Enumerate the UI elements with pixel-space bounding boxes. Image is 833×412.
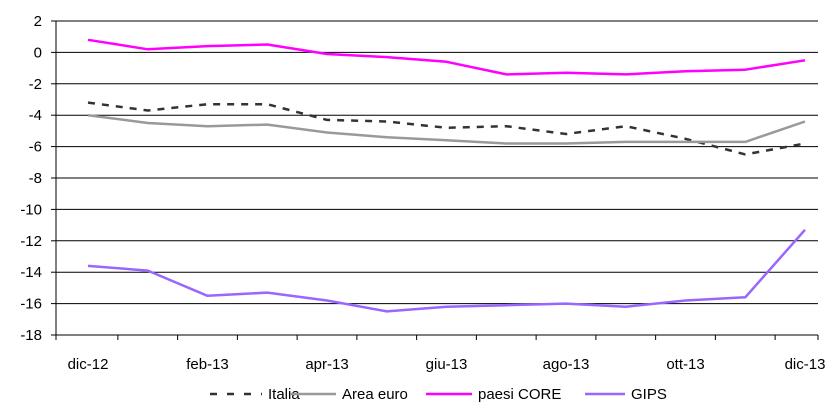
x-tick-label: giu-13 bbox=[426, 356, 468, 373]
series-line-italia bbox=[87, 101, 806, 156]
y-axis-ticks: 2 0 -2 -4 -6 -8 -10 -12 -14 -16 -18 bbox=[20, 13, 56, 344]
series-line-area-euro bbox=[87, 113, 806, 145]
x-tick-label: apr-13 bbox=[305, 356, 348, 373]
y-tick-label: 0 bbox=[34, 44, 42, 61]
legend-label: Italia bbox=[268, 386, 300, 403]
legend-item-area-euro: Area euro bbox=[290, 386, 408, 403]
y-tick-label: -14 bbox=[20, 264, 42, 281]
x-axis-ticks: dic-12 feb-13 apr-13 giu-13 ago-13 ott-13 dic-… bbox=[55, 335, 826, 373]
y-tick-label: -4 bbox=[29, 107, 42, 124]
legend-label: paesi CORE bbox=[478, 386, 561, 403]
x-tick-label: ott-13 bbox=[666, 356, 704, 373]
legend-item-paesi-core: paesi CORE bbox=[426, 386, 561, 403]
y-tick-label: -6 bbox=[29, 139, 42, 156]
y-tick-label: 2 bbox=[34, 13, 42, 30]
series-line-paesi-core bbox=[87, 38, 806, 76]
series-line-gips bbox=[87, 228, 806, 313]
y-tick-label: -8 bbox=[29, 170, 42, 187]
legend-item-gips: GIPS bbox=[585, 386, 667, 403]
x-tick-label: dic-12 bbox=[68, 356, 109, 373]
legend-label: Area euro bbox=[342, 386, 408, 403]
x-tick-label: dic-13 bbox=[785, 356, 826, 373]
y-tick-label: -16 bbox=[20, 296, 42, 313]
x-tick-label: ago-13 bbox=[543, 356, 590, 373]
legend-item-italia: Italia bbox=[210, 386, 300, 403]
series-lines bbox=[87, 38, 806, 313]
x-tick-label: feb-13 bbox=[186, 356, 229, 373]
y-tick-label: -10 bbox=[20, 201, 42, 218]
legend-label: GIPS bbox=[631, 386, 667, 403]
y-tick-label: -2 bbox=[29, 76, 42, 93]
legend: Italia Area euro paesi CORE GIPS bbox=[210, 386, 667, 403]
gridlines bbox=[56, 20, 818, 305]
y-tick-label: -18 bbox=[20, 327, 42, 344]
y-tick-label: -12 bbox=[20, 233, 42, 250]
